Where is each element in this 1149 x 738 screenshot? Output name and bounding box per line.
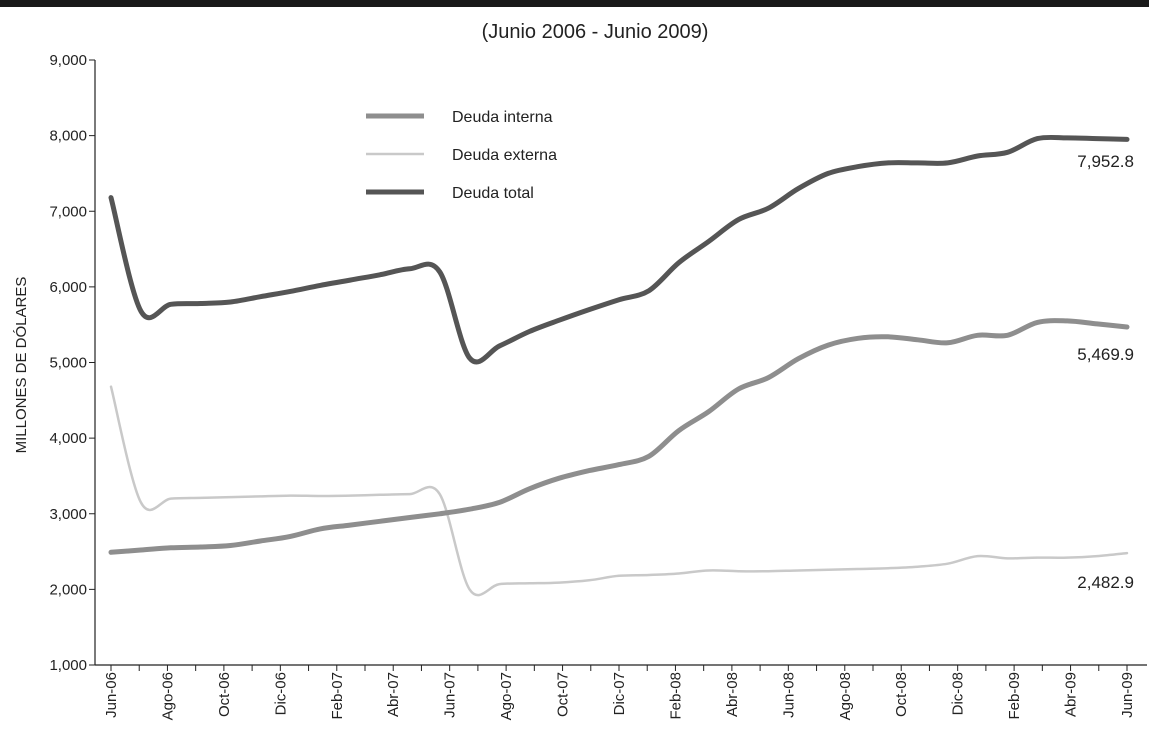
y-tick-label: 1,000 <box>49 657 87 674</box>
x-tick-label: Oct-08 <box>893 672 910 717</box>
x-tick-label: Jun-07 <box>442 672 459 718</box>
y-tick-label: 7,000 <box>49 203 87 220</box>
series-line-deuda-total <box>108 134 1130 365</box>
y-tick-label: 6,000 <box>49 279 87 296</box>
legend-label-deuda-externa: Deuda externa <box>452 147 557 164</box>
x-tick-label: Ago-08 <box>837 672 854 720</box>
series-line-deuda-interna <box>108 318 1130 555</box>
x-tick-label: Abr-08 <box>724 672 741 717</box>
x-tick-label: Feb-07 <box>329 672 346 720</box>
legend-label-deuda-interna: Deuda interna <box>452 109 553 126</box>
y-axis-label: MILLONES DE DÓLARES <box>13 277 30 454</box>
end-label-deuda-externa: 2,482.9 <box>1077 573 1134 592</box>
legend: Deuda interna Deuda externa Deuda total <box>366 109 557 202</box>
axes <box>94 60 1147 666</box>
x-tick-label: Dic-06 <box>272 672 289 715</box>
end-value-labels: 5,469.9 2,482.9 7,952.8 <box>1077 152 1134 592</box>
y-tick-labels: 1,000 2,000 3,000 4,000 5,000 6,000 7,000 8,000… <box>49 52 95 674</box>
x-tick-label: Oct-07 <box>555 672 572 717</box>
x-tick-label: Abr-07 <box>385 672 402 717</box>
legend-label-deuda-total: Deuda total <box>452 185 534 202</box>
x-tick-label: Oct-06 <box>216 672 233 717</box>
y-tick-label: 2,000 <box>49 581 87 598</box>
chart-subtitle: (Junio 2006 - Junio 2009) <box>482 21 709 43</box>
x-tick-label: Dic-08 <box>950 672 967 715</box>
x-tick-label: Feb-09 <box>1006 672 1023 720</box>
top-border-bar <box>0 0 1149 7</box>
series-lines <box>108 134 1130 597</box>
x-tick-label: Jun-06 <box>103 672 120 718</box>
x-tick-label: Dic-07 <box>611 672 628 715</box>
y-tick-label: 9,000 <box>49 52 87 69</box>
y-tick-label: 3,000 <box>49 506 87 523</box>
x-tick-label: Ago-07 <box>498 672 515 720</box>
y-tick-label: 4,000 <box>49 430 87 447</box>
end-label-deuda-interna: 5,469.9 <box>1077 345 1134 364</box>
x-tick-labels: Jun-06 Ago-06 Oct-06 Dic-06 Feb-07 Abr-07 Jun-… <box>103 665 1136 720</box>
x-tick-label: Ago-06 <box>159 672 176 720</box>
x-tick-label: Feb-08 <box>667 672 684 720</box>
y-tick-label: 5,000 <box>49 355 87 372</box>
series-line-deuda-externa <box>109 385 1129 597</box>
x-tick-label: Jun-09 <box>1119 672 1136 718</box>
x-tick-label: Jun-08 <box>780 672 797 718</box>
x-tick-label: Abr-09 <box>1063 672 1080 717</box>
y-tick-label: 8,000 <box>49 128 87 145</box>
end-label-deuda-total: 7,952.8 <box>1077 152 1134 171</box>
